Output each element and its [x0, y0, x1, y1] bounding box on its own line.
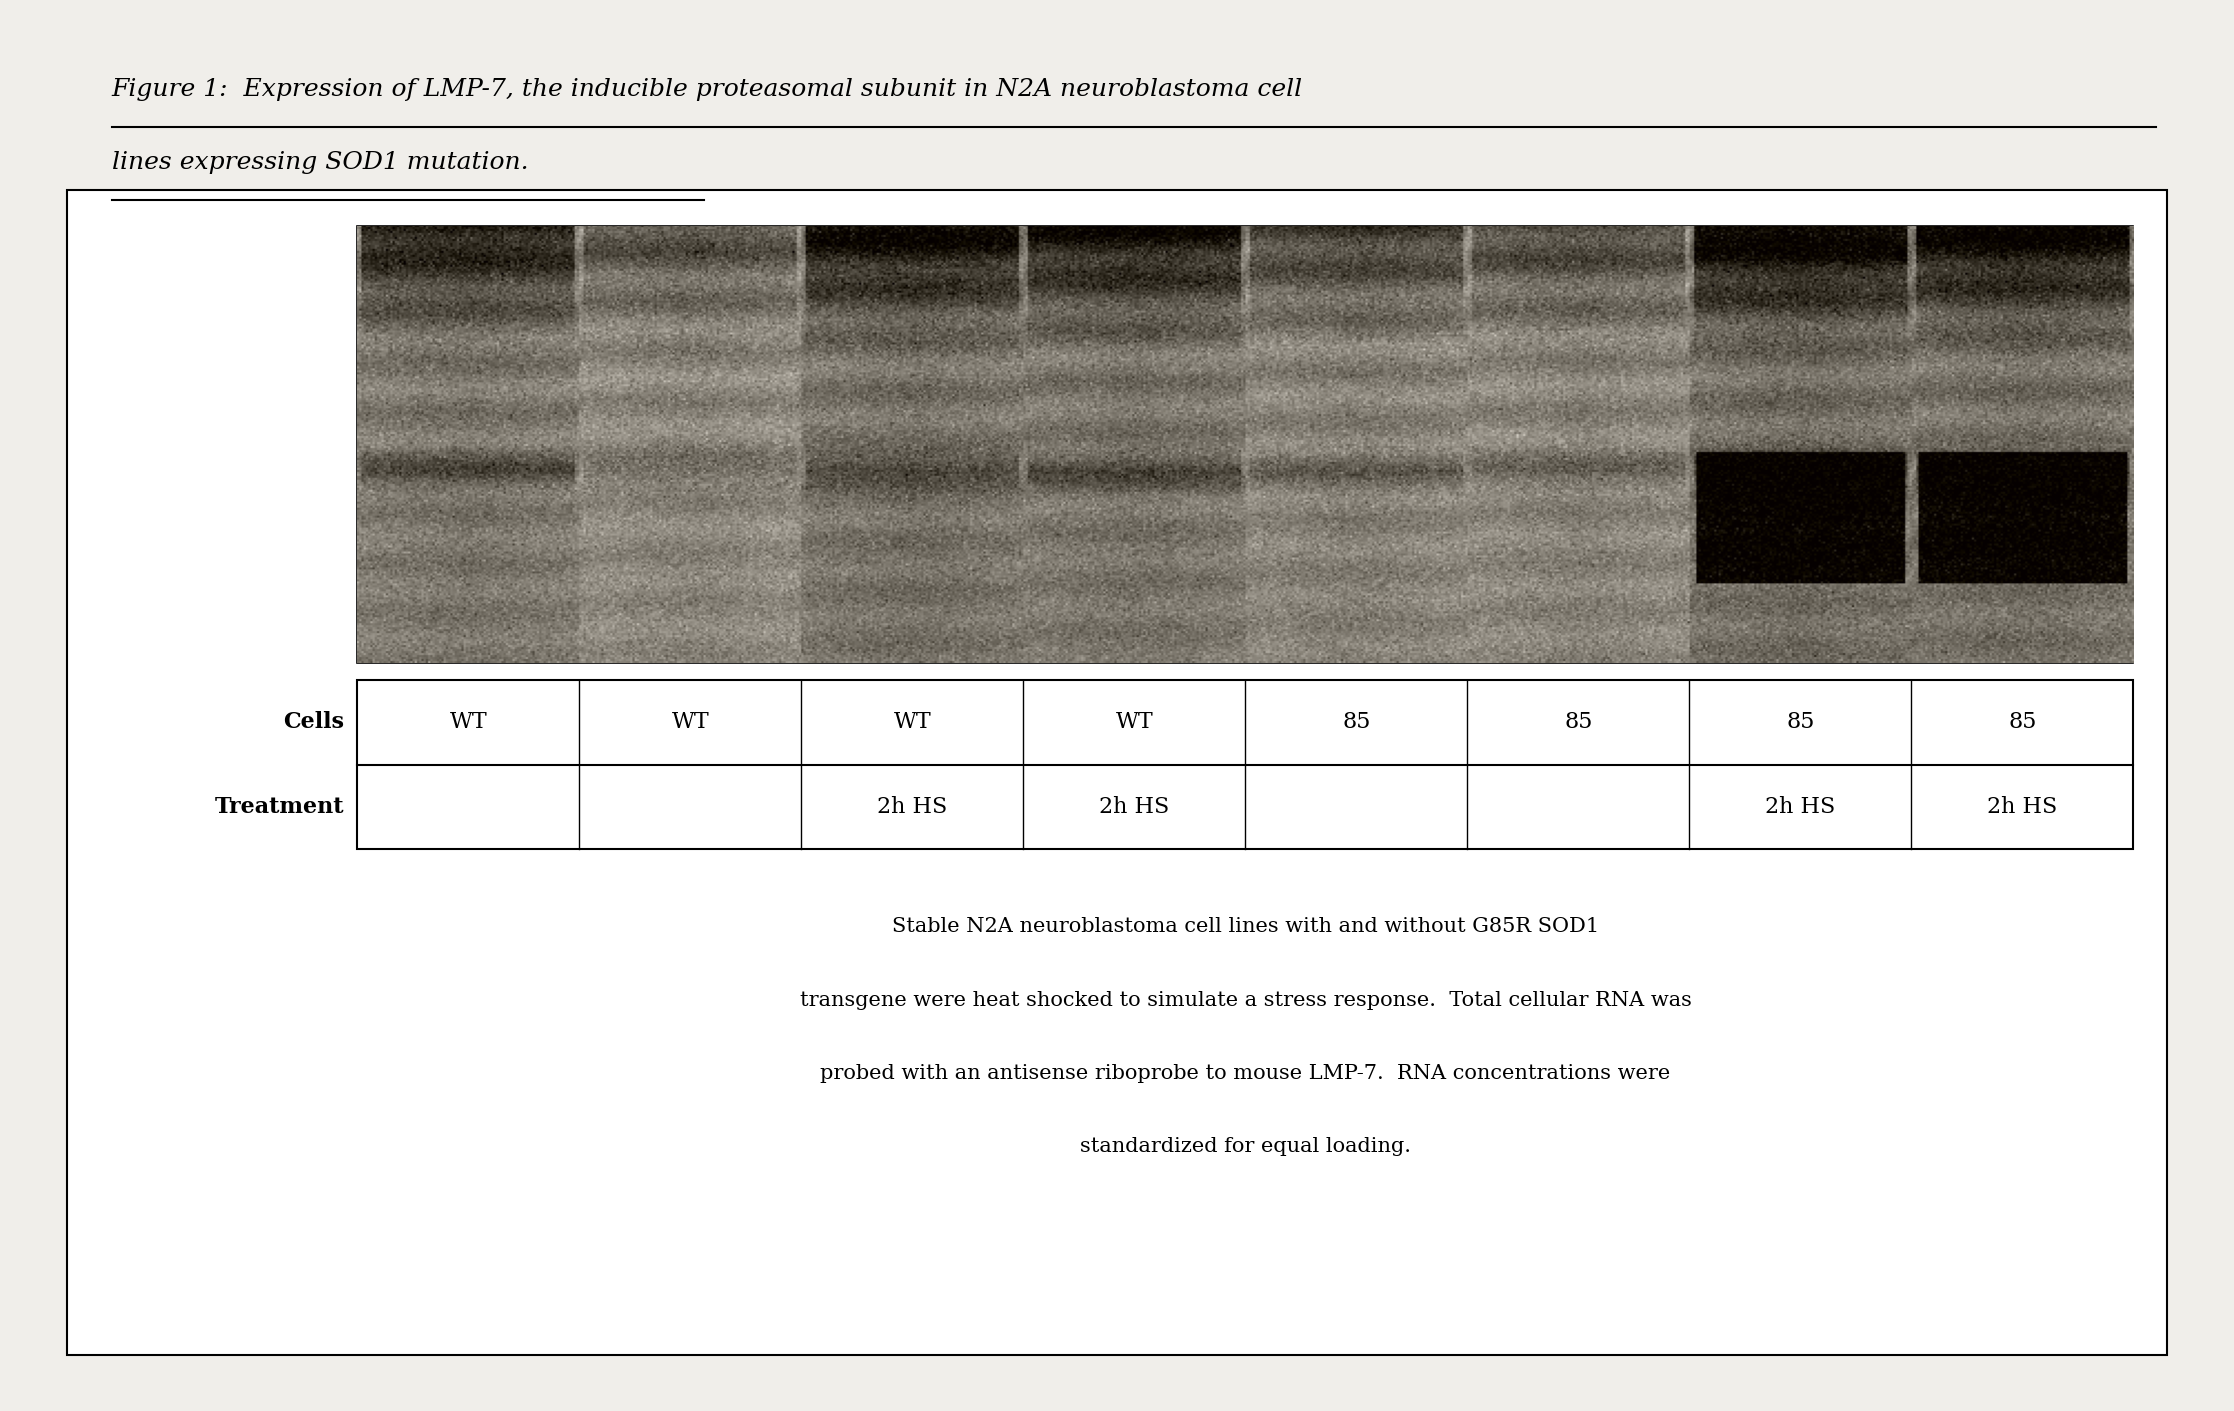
Text: Cells: Cells	[284, 711, 344, 734]
Text: 2h HS: 2h HS	[1099, 796, 1171, 818]
Text: 2h HS: 2h HS	[878, 796, 947, 818]
Text: Stable N2A neuroblastoma cell lines with and without G85R SOD1: Stable N2A neuroblastoma cell lines with…	[891, 917, 1600, 935]
Bar	[357, 680, 2133, 849]
Text: WT: WT	[894, 711, 932, 734]
Text: transgene were heat shocked to simulate a stress response.  Total cellular RNA w: transgene were heat shocked to simulate …	[800, 991, 1691, 1009]
Text: Figure 1:  Expression of LMP-7, the inducible proteasomal subunit in N2A neurobl: Figure 1: Expression of LMP-7, the induc…	[112, 78, 1302, 100]
Text: 85: 85	[1564, 711, 1593, 734]
Text: Treatment: Treatment	[214, 796, 344, 818]
Text: standardized for equal loading.: standardized for equal loading.	[1079, 1137, 1412, 1156]
Text: WT: WT	[449, 711, 487, 734]
Text: 2h HS: 2h HS	[1765, 796, 1836, 818]
Text: probed with an antisense riboprobe to mouse LMP-7.  RNA concentrations were: probed with an antisense riboprobe to mo…	[820, 1064, 1671, 1082]
Text: lines expressing SOD1 mutation.: lines expressing SOD1 mutation.	[112, 151, 527, 174]
Bar	[357, 226, 2133, 663]
Text: 85: 85	[2008, 711, 2037, 734]
Text: WT: WT	[672, 711, 710, 734]
Text: WT: WT	[1115, 711, 1153, 734]
Text: 85: 85	[1343, 711, 1372, 734]
Bar	[67, 190, 2167, 1355]
Text: 85: 85	[1787, 711, 1814, 734]
Text: 2h HS: 2h HS	[1988, 796, 2058, 818]
